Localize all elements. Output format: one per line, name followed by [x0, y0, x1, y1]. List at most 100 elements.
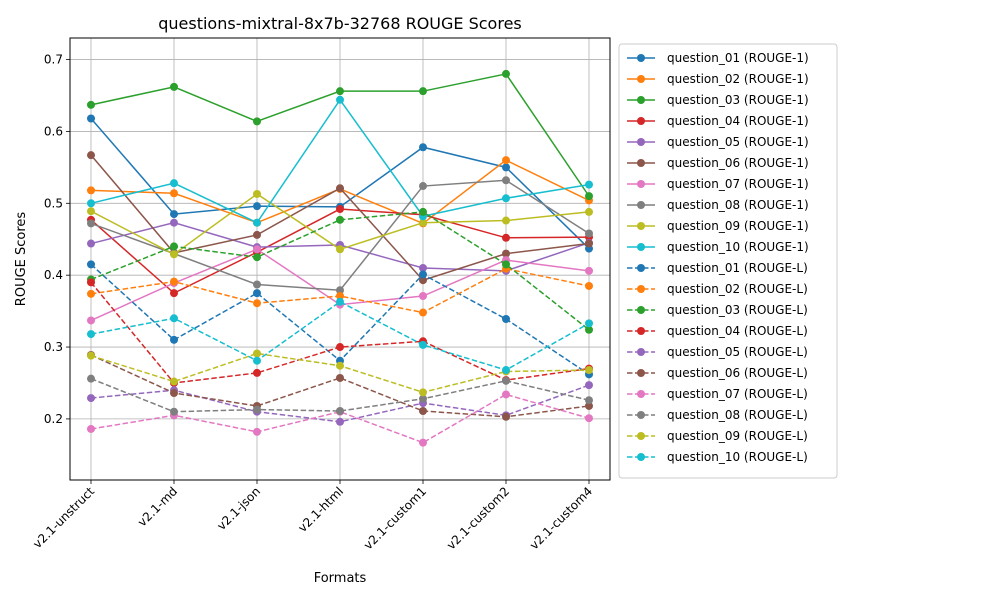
x-tick-label: v2.1-md — [135, 484, 180, 529]
legend-item: question_06 (ROUGE-L) — [627, 366, 808, 380]
data-point — [253, 349, 261, 358]
legend-label: question_05 (ROUGE-L) — [667, 345, 808, 359]
data-point — [419, 182, 427, 191]
data-point — [419, 438, 427, 447]
data-point — [585, 229, 593, 238]
x-axis: v2.1-unstruct v2.1-md v2.1-json v2.1-html v2… — [30, 480, 595, 552]
data-point — [419, 308, 427, 317]
data-point — [87, 330, 95, 339]
data-point — [87, 199, 95, 208]
chart-title: questions-mixtral-8x7b-32768 ROUGE Score… — [158, 14, 522, 33]
y-tick-label: 0.2 — [44, 412, 63, 426]
data-point — [336, 205, 344, 214]
legend-item: question_02 (ROUGE-L) — [627, 282, 808, 296]
data-point — [170, 377, 178, 386]
data-point — [336, 343, 344, 352]
legend-item: question_03 (ROUGE-1) — [627, 93, 809, 107]
legend-item: question_09 (ROUGE-1) — [627, 219, 809, 233]
data-point — [170, 389, 178, 398]
data-point — [585, 207, 593, 216]
data-point — [87, 186, 95, 195]
data-point — [502, 176, 510, 185]
data-point — [87, 207, 95, 216]
legend-item: question_01 (ROUGE-1) — [627, 51, 809, 65]
legend-marker — [637, 390, 645, 398]
data-point — [419, 276, 427, 285]
data-point — [336, 95, 344, 104]
data-point — [502, 233, 510, 242]
data-point — [585, 366, 593, 375]
data-point — [585, 192, 593, 201]
legend-item: question_02 (ROUGE-1) — [627, 72, 809, 86]
data-point — [253, 289, 261, 298]
legend-marker — [637, 411, 645, 419]
legend-label: question_06 (ROUGE-1) — [667, 156, 809, 170]
data-point — [170, 82, 178, 91]
legend-label: question_02 (ROUGE-L) — [667, 282, 808, 296]
data-point — [87, 151, 95, 160]
legend-box — [618, 43, 838, 479]
legend-label: question_09 (ROUGE-L) — [667, 429, 808, 443]
legend-label: question_05 (ROUGE-1) — [667, 135, 809, 149]
legend-marker — [637, 453, 645, 461]
data-point — [502, 376, 510, 385]
data-point — [170, 277, 178, 286]
legend-item: question_01 (ROUGE-L) — [627, 261, 808, 275]
data-point — [336, 373, 344, 382]
legend-marker — [637, 201, 645, 209]
legend-item: question_04 (ROUGE-L) — [627, 324, 808, 338]
legend-item: question_09 (ROUGE-L) — [627, 429, 808, 443]
data-point — [170, 314, 178, 323]
legend-item: question_10 (ROUGE-L) — [627, 450, 808, 464]
data-point — [170, 407, 178, 416]
legend-label: question_07 (ROUGE-L) — [667, 387, 808, 401]
data-point — [336, 184, 344, 193]
legend-marker — [637, 96, 645, 104]
data-point — [170, 189, 178, 198]
legend-item: question_07 (ROUGE-L) — [627, 387, 808, 401]
data-point — [253, 189, 261, 198]
data-point — [336, 245, 344, 254]
x-tick-label: v2.1-json — [214, 484, 263, 533]
data-point — [419, 407, 427, 416]
data-point — [336, 297, 344, 306]
data-point — [336, 407, 344, 416]
data-point — [253, 427, 261, 436]
data-point — [170, 242, 178, 251]
legend-item: question_10 (ROUGE-1) — [627, 240, 809, 254]
legend-item: question_04 (ROUGE-1) — [627, 114, 809, 128]
data-point — [419, 207, 427, 216]
y-tick-label: 0.5 — [44, 196, 63, 210]
data-point — [170, 335, 178, 344]
y-tick-label: 0.7 — [44, 53, 63, 67]
legend-label: question_03 (ROUGE-1) — [667, 93, 809, 107]
data-point — [419, 394, 427, 403]
data-point — [253, 405, 261, 414]
series-group — [87, 95, 593, 227]
data-point — [170, 250, 178, 259]
data-point — [170, 210, 178, 219]
data-point — [419, 218, 427, 227]
data-point — [585, 281, 593, 290]
y-tick-label: 0.6 — [44, 124, 63, 138]
legend-label: question_10 (ROUGE-L) — [667, 450, 808, 464]
data-point — [87, 260, 95, 269]
data-point — [253, 280, 261, 289]
legend-marker — [637, 180, 645, 188]
data-point — [419, 87, 427, 96]
legend-marker — [637, 432, 645, 440]
data-point — [253, 245, 261, 254]
data-point — [585, 396, 593, 405]
legend-label: question_03 (ROUGE-L) — [667, 303, 808, 317]
data-point — [419, 143, 427, 152]
data-point — [419, 340, 427, 349]
data-point — [87, 289, 95, 298]
legend-label: question_04 (ROUGE-L) — [667, 324, 808, 338]
legend-marker — [637, 348, 645, 356]
data-point — [502, 412, 510, 421]
legend-marker — [637, 117, 645, 125]
legend-label: question_08 (ROUGE-L) — [667, 408, 808, 422]
legend-label: question_08 (ROUGE-1) — [667, 198, 809, 212]
data-point — [585, 319, 593, 328]
